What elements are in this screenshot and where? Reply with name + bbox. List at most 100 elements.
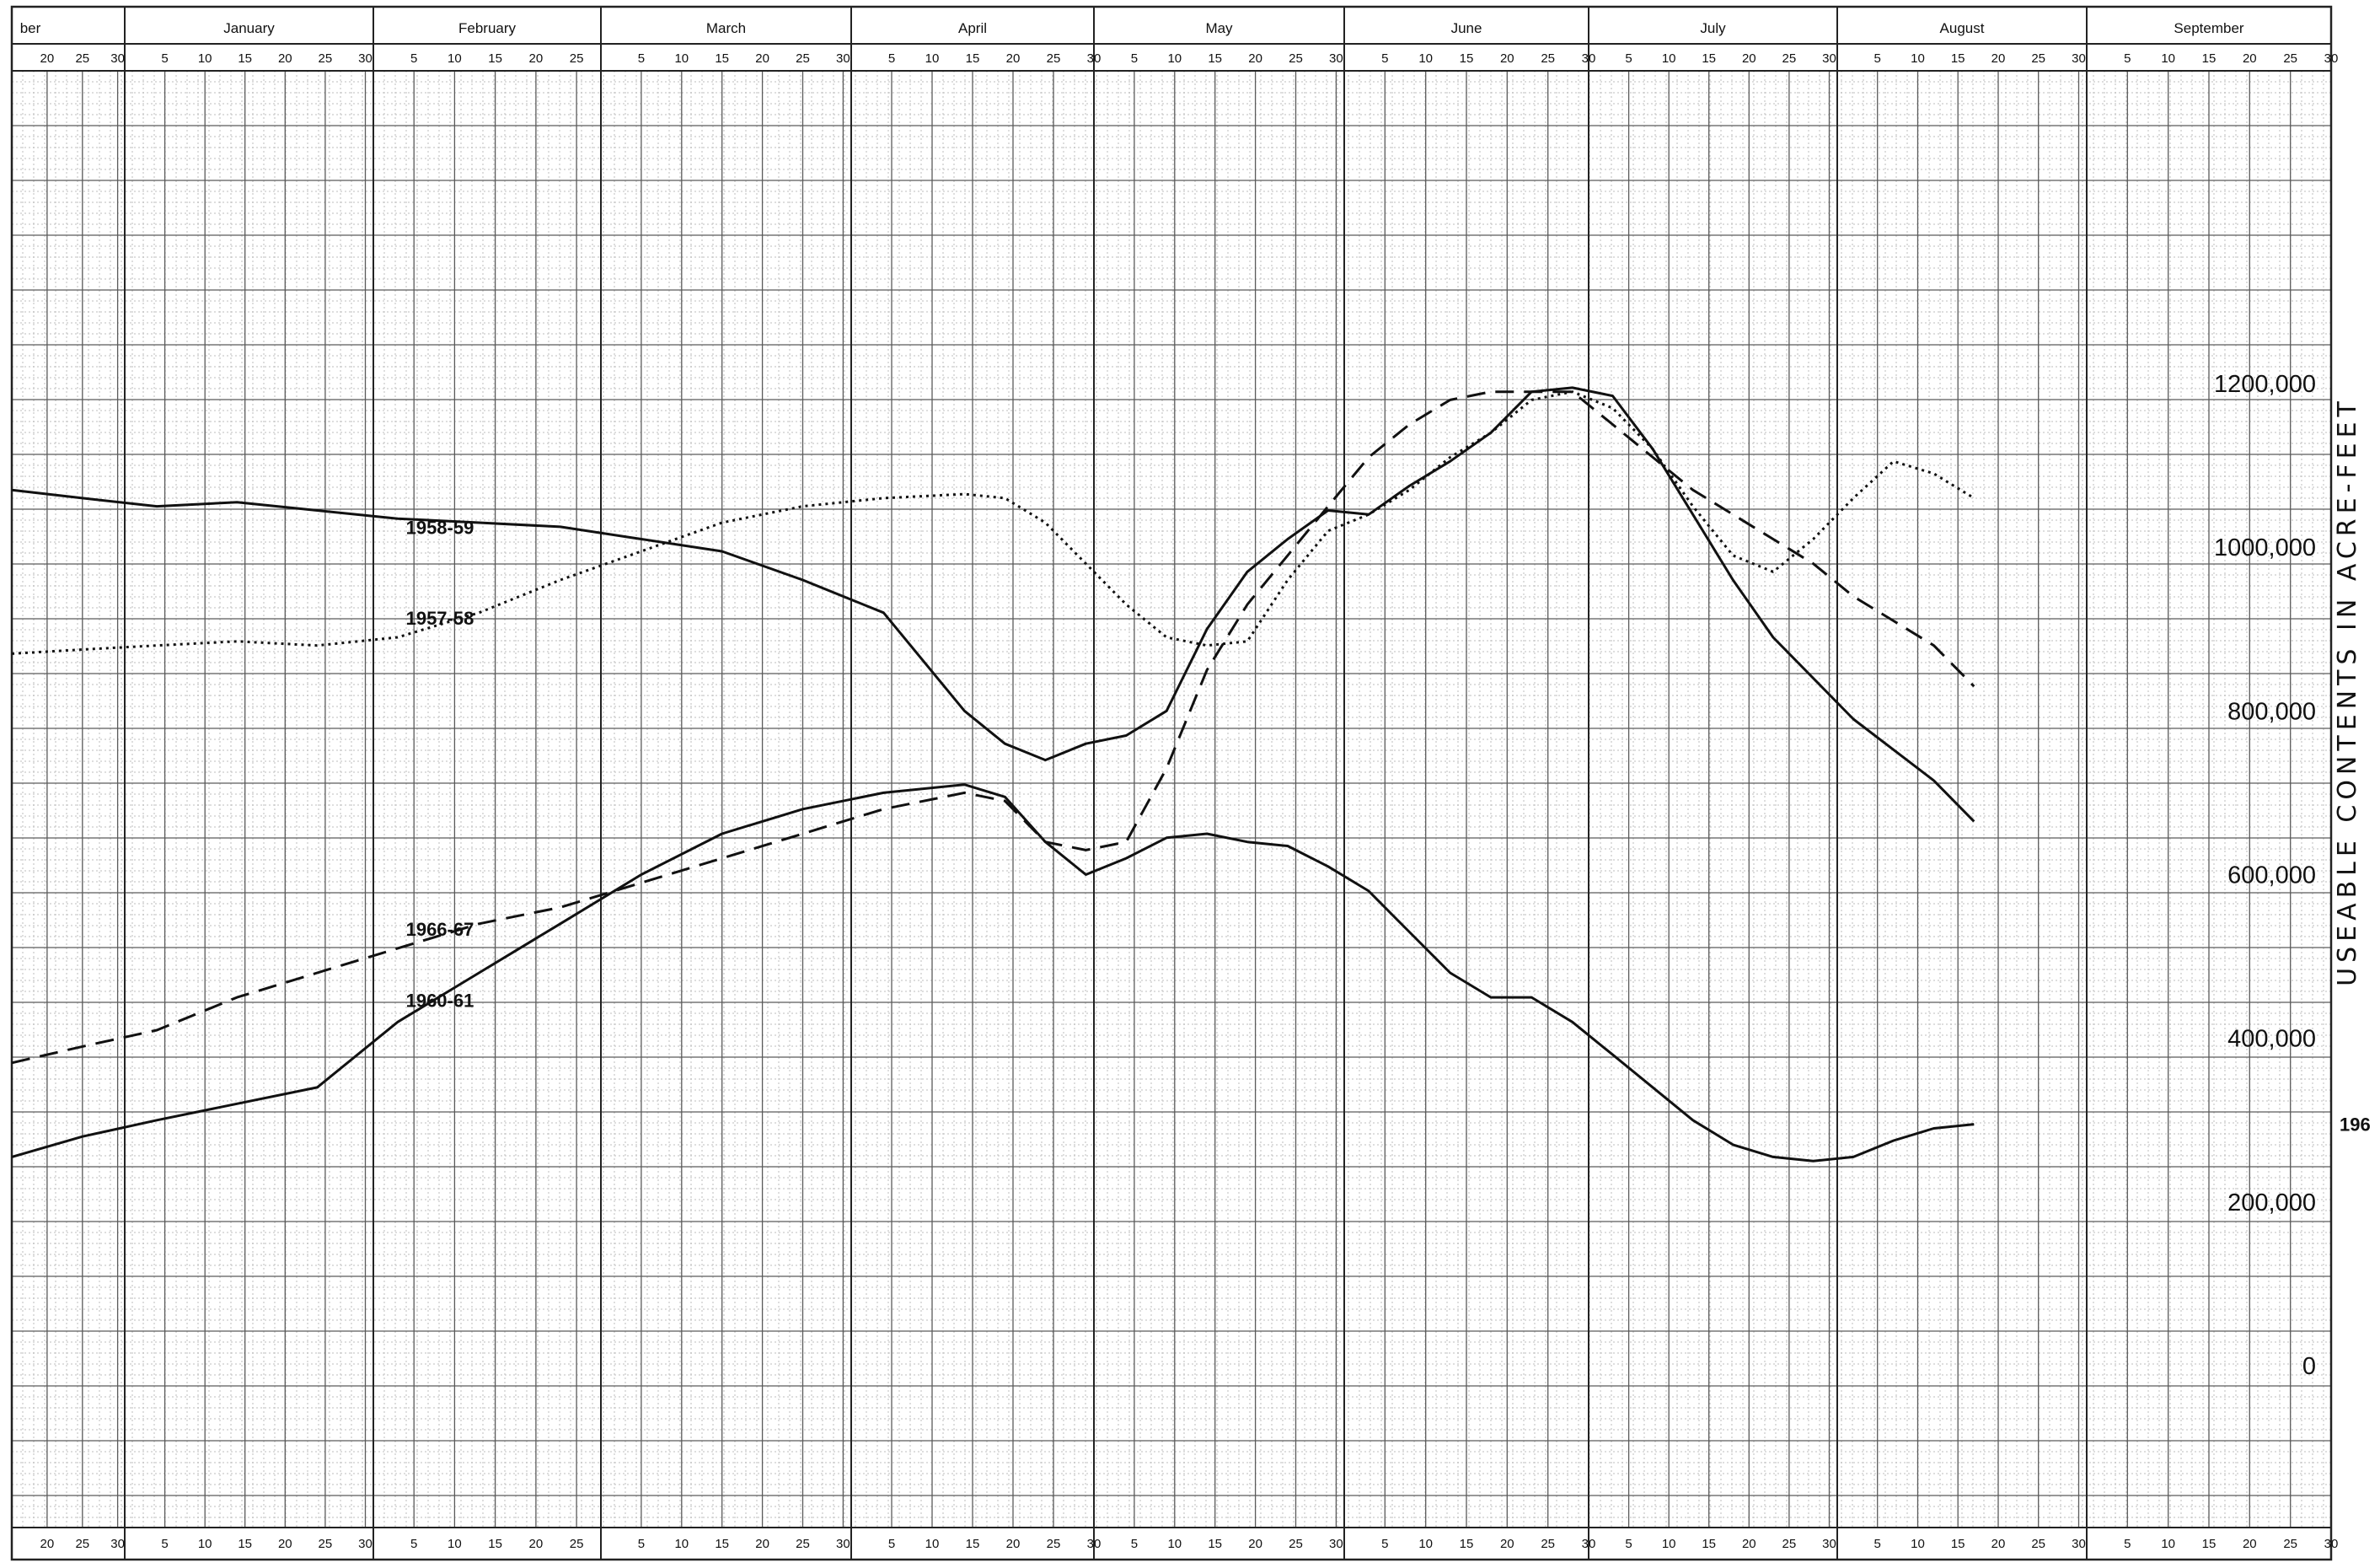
bottom-day-label: 10 bbox=[925, 1537, 940, 1551]
day-label: 25 bbox=[2283, 51, 2297, 66]
y-axis-ticks: 1200,000 1000,000 800,000 600,000 400,000 200… bbox=[2214, 371, 2316, 1380]
bottom-day-label: 5 bbox=[1381, 1537, 1388, 1551]
day-label: 30 bbox=[1582, 51, 1596, 66]
bottom-day-label: 30 bbox=[1329, 1537, 1343, 1551]
y-tick-label: 200,000 bbox=[2227, 1189, 2316, 1216]
bottom-day-label: 15 bbox=[1460, 1537, 1474, 1551]
day-label: 25 bbox=[75, 51, 89, 66]
bottom-day-label: 15 bbox=[1702, 1537, 1716, 1551]
day-label: 15 bbox=[1702, 51, 1716, 66]
bottom-day-label: 5 bbox=[410, 1537, 417, 1551]
series-line-1966-67 bbox=[11, 390, 1975, 1065]
day-label: 10 bbox=[2161, 51, 2175, 66]
day-label: 5 bbox=[1381, 51, 1388, 66]
day-label: 20 bbox=[278, 51, 292, 66]
bottom-day-label: 30 bbox=[358, 1537, 373, 1551]
day-label: 20 bbox=[1006, 51, 1021, 66]
day-label: 10 bbox=[674, 51, 689, 66]
y-tick-label: 400,000 bbox=[2227, 1026, 2316, 1053]
bottom-day-label: 5 bbox=[888, 1537, 895, 1551]
day-label: 5 bbox=[2124, 51, 2131, 66]
month-label: June bbox=[1451, 20, 1482, 36]
series-lines bbox=[11, 386, 1975, 1163]
bottom-day-label: 10 bbox=[2161, 1537, 2175, 1551]
bottom-day-label: 25 bbox=[570, 1537, 584, 1551]
bottom-day-label: 5 bbox=[638, 1537, 645, 1551]
day-label: 25 bbox=[796, 51, 810, 66]
bottom-day-label: 25 bbox=[796, 1537, 810, 1551]
day-label: 30 bbox=[1329, 51, 1343, 66]
series-label-1960-61: 1960-61 bbox=[406, 990, 474, 1011]
bottom-day-label: 15 bbox=[715, 1537, 729, 1551]
day-label: 10 bbox=[1662, 51, 1676, 66]
month-label: April bbox=[958, 20, 987, 36]
month-label: ber bbox=[20, 20, 41, 36]
bottom-day-label: 20 bbox=[40, 1537, 55, 1551]
day-label: 30 bbox=[1087, 51, 1102, 66]
series-labels: 1958-59 1957-58 1966-67 1960-61 196 bbox=[406, 518, 2371, 1136]
header-footer-rules bbox=[12, 43, 2331, 1528]
day-label: 15 bbox=[966, 51, 980, 66]
bottom-day-label: 15 bbox=[1208, 1537, 1222, 1551]
bottom-day-label: 30 bbox=[2324, 1537, 2339, 1551]
y-tick-label: 0 bbox=[2302, 1353, 2316, 1380]
series-line-1957-58 bbox=[11, 390, 1975, 655]
bottom-day-label: 20 bbox=[755, 1537, 769, 1551]
y-tick-label: 1200,000 bbox=[2214, 371, 2316, 398]
series-label-1966-67: 1966-67 bbox=[406, 919, 474, 940]
bottom-day-label: 5 bbox=[1131, 1537, 1138, 1551]
day-label: 30 bbox=[1822, 51, 1836, 66]
day-label: 15 bbox=[2202, 51, 2217, 66]
month-label: February bbox=[458, 20, 517, 36]
bottom-day-label: 15 bbox=[2202, 1537, 2217, 1551]
day-label: 25 bbox=[1047, 51, 1061, 66]
bottom-day-label: 25 bbox=[75, 1537, 89, 1551]
y-axis-label: USEABLE CONTENTS IN ACRE-FEET bbox=[2333, 396, 2362, 986]
day-label: 20 bbox=[40, 51, 55, 66]
bottom-day-label: 30 bbox=[2072, 1537, 2086, 1551]
series-line-1960-61 bbox=[11, 783, 1975, 1163]
day-label: 10 bbox=[1418, 51, 1433, 66]
month-label: January bbox=[223, 20, 275, 36]
day-label: 10 bbox=[448, 51, 462, 66]
bottom-day-label: 10 bbox=[1167, 1537, 1182, 1551]
series-label-1957-58: 1957-58 bbox=[406, 608, 474, 629]
bottom-day-label: 10 bbox=[198, 1537, 212, 1551]
day-label: 10 bbox=[1167, 51, 1182, 66]
day-label: 20 bbox=[2243, 51, 2257, 66]
y-tick-label: 600,000 bbox=[2227, 862, 2316, 889]
bottom-day-label: 30 bbox=[1582, 1537, 1596, 1551]
bottom-day-label: 5 bbox=[2124, 1537, 2131, 1551]
month-label: March bbox=[706, 20, 746, 36]
major-grid bbox=[10, 5, 2333, 1561]
day-label: 25 bbox=[1541, 51, 1555, 66]
day-label: 10 bbox=[925, 51, 940, 66]
bottom-day-label: 20 bbox=[278, 1537, 292, 1551]
day-label: 25 bbox=[1289, 51, 1303, 66]
day-label: 5 bbox=[1625, 51, 1632, 66]
day-label: 25 bbox=[570, 51, 584, 66]
day-label: 25 bbox=[2031, 51, 2045, 66]
bottom-day-label: 15 bbox=[966, 1537, 980, 1551]
day-label: 20 bbox=[1500, 51, 1514, 66]
bottom-day-label: 30 bbox=[1087, 1537, 1102, 1551]
day-label: 10 bbox=[1911, 51, 1925, 66]
day-label: 15 bbox=[1208, 51, 1222, 66]
bottom-day-label: 5 bbox=[1625, 1537, 1632, 1551]
bottom-day-label: 25 bbox=[2283, 1537, 2297, 1551]
bottom-day-label: 5 bbox=[161, 1537, 168, 1551]
day-label: 10 bbox=[198, 51, 212, 66]
bottom-day-label: 10 bbox=[674, 1537, 689, 1551]
bottom-day-label: 20 bbox=[529, 1537, 544, 1551]
day-label: 30 bbox=[2324, 51, 2339, 66]
bottom-day-label: 10 bbox=[448, 1537, 462, 1551]
bottom-day-label: 30 bbox=[1822, 1537, 1836, 1551]
bottom-day-label: 10 bbox=[1911, 1537, 1925, 1551]
day-label: 20 bbox=[755, 51, 769, 66]
y-tick-label: 1000,000 bbox=[2214, 534, 2316, 561]
bottom-day-label: 20 bbox=[2243, 1537, 2257, 1551]
bottom-day-label: 25 bbox=[2031, 1537, 2045, 1551]
bottom-day-label: 15 bbox=[488, 1537, 502, 1551]
bottom-day-label: 30 bbox=[110, 1537, 125, 1551]
day-label: 5 bbox=[410, 51, 417, 66]
